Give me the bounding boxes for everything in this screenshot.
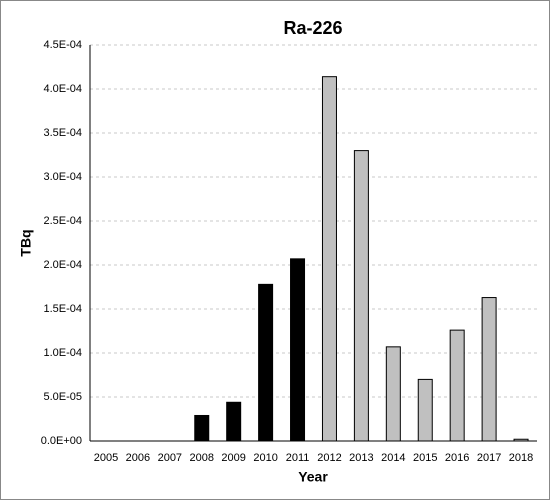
y-tick-label: 3.5E-04	[43, 127, 82, 139]
x-tick-label: 2013	[349, 452, 373, 464]
x-tick-label: 2009	[221, 452, 245, 464]
y-axis-label: TBq	[18, 229, 34, 256]
bar	[290, 258, 306, 442]
x-tick-label: 2010	[253, 452, 277, 464]
bar	[226, 401, 242, 442]
x-tick-label: 2016	[445, 452, 469, 464]
bar	[194, 414, 210, 442]
bar	[353, 150, 369, 442]
bar	[385, 346, 401, 442]
y-tick-label: 2.0E-04	[43, 259, 82, 271]
bar	[417, 378, 433, 442]
x-tick-label: 2006	[126, 452, 150, 464]
x-tick-label: 2012	[317, 452, 341, 464]
y-tick-label: 5.0E-05	[43, 391, 82, 403]
x-tick-label: 2007	[158, 452, 182, 464]
chart-title: Ra-226	[283, 18, 342, 38]
bar	[481, 297, 497, 442]
y-tick-label: 1.5E-04	[43, 303, 82, 315]
y-tick-label: 4.0E-04	[43, 83, 82, 95]
x-tick-label: 2011	[286, 452, 310, 464]
x-tick-label: 2018	[509, 452, 533, 464]
x-tick-label: 2017	[477, 452, 501, 464]
x-tick-label: 2015	[413, 452, 437, 464]
bar	[513, 438, 529, 442]
y-tick-label: 1.0E-04	[43, 347, 82, 359]
x-tick-label: 2005	[94, 452, 118, 464]
bar	[449, 329, 465, 442]
x-axis-label: Year	[298, 469, 328, 485]
x-tick-label: 2014	[381, 452, 405, 464]
x-tick-label: 2008	[190, 452, 214, 464]
y-tick-label: 0.0E+00	[41, 435, 82, 447]
bar	[321, 76, 337, 442]
bar	[258, 283, 274, 442]
y-tick-label: 2.5E-04	[43, 215, 82, 227]
y-tick-label: 4.5E-04	[43, 39, 82, 51]
y-tick-label: 3.0E-04	[43, 171, 82, 183]
